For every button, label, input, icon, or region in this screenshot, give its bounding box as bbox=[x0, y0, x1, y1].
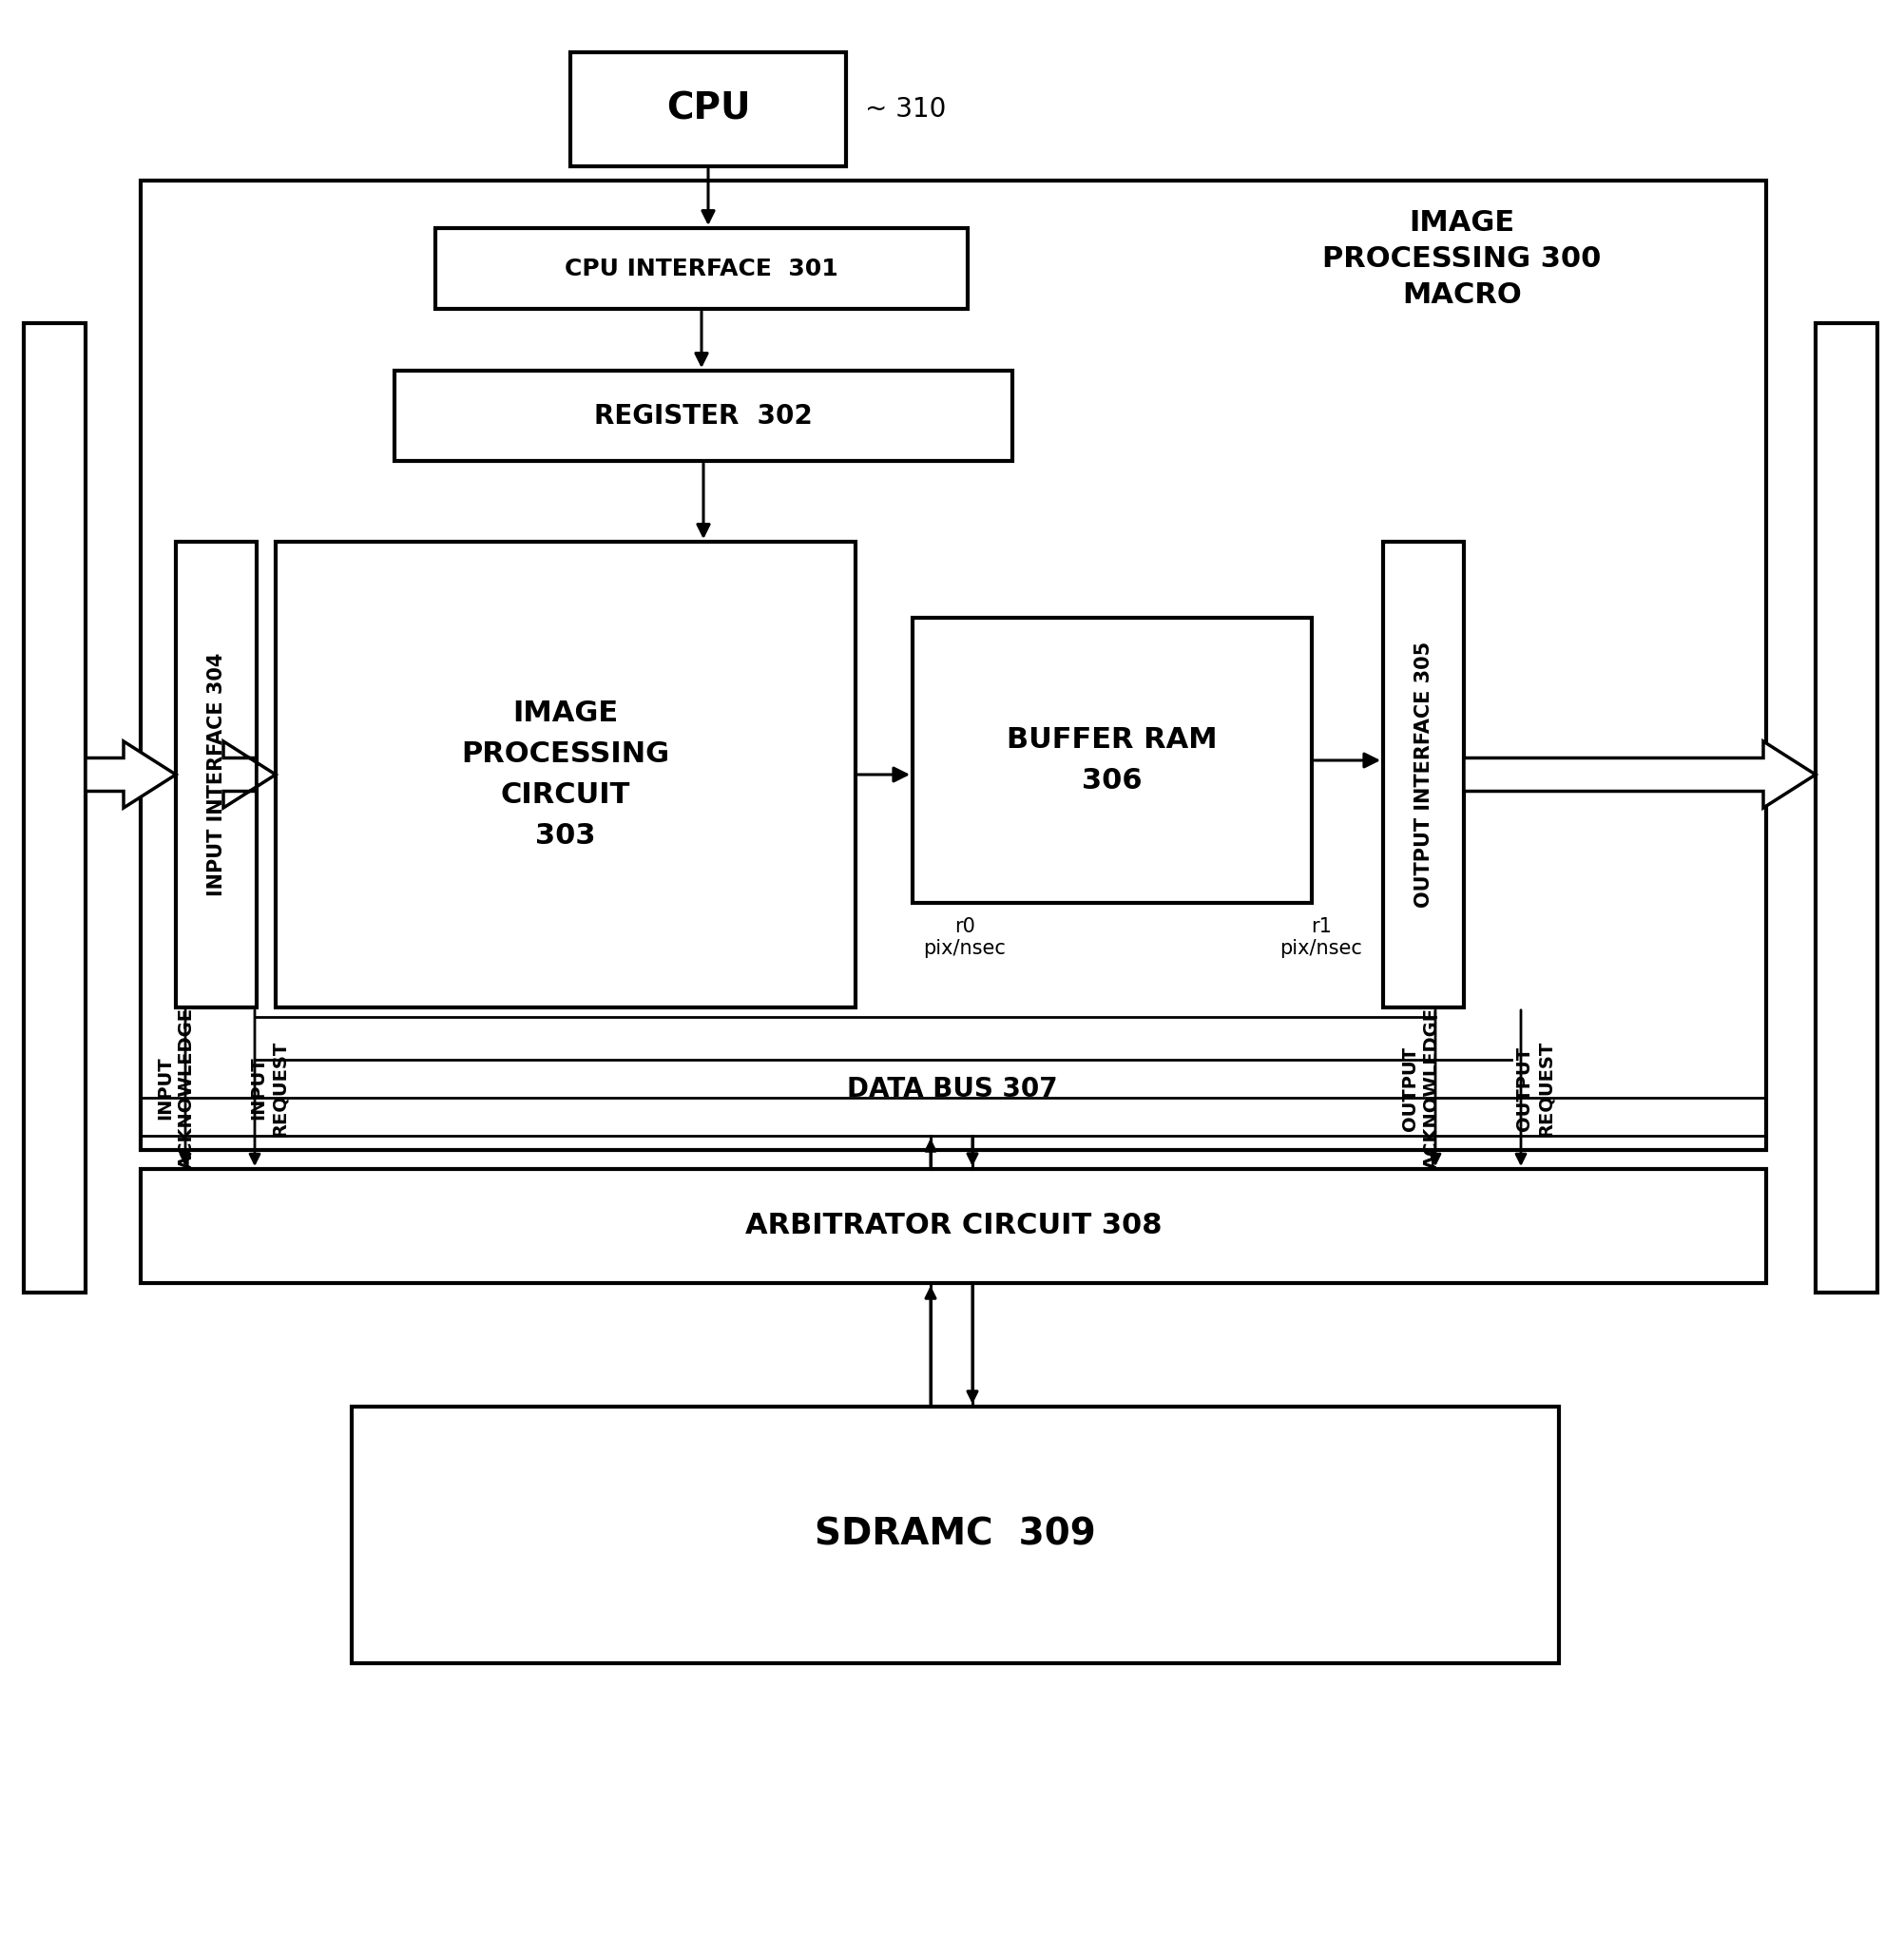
Text: CPU: CPU bbox=[666, 91, 750, 128]
Text: ~ 310: ~ 310 bbox=[864, 97, 946, 122]
Text: OUTPUT INTERFACE 305: OUTPUT INTERFACE 305 bbox=[1415, 641, 1434, 908]
Text: INPUT
REQUEST: INPUT REQUEST bbox=[249, 1040, 289, 1136]
Bar bbox=[912, 618, 1312, 902]
Bar bbox=[394, 370, 1013, 461]
Text: r0
pix/nsec: r0 pix/nsec bbox=[923, 918, 1005, 958]
Text: INPUT INTERFACE 304: INPUT INTERFACE 304 bbox=[208, 652, 227, 896]
Text: OUTPUT
ACKNOWLEDGE: OUTPUT ACKNOWLEDGE bbox=[1401, 1007, 1441, 1169]
Bar bbox=[571, 52, 845, 166]
Text: INPUT
ACKNOWLEDGE: INPUT ACKNOWLEDGE bbox=[156, 1007, 196, 1169]
Text: REGISTER  302: REGISTER 302 bbox=[594, 403, 813, 430]
Bar bbox=[175, 542, 257, 1007]
Bar bbox=[1382, 542, 1464, 1007]
Polygon shape bbox=[86, 741, 175, 807]
Polygon shape bbox=[223, 741, 276, 807]
Bar bbox=[352, 1407, 1559, 1663]
Text: BUFFER RAM
306: BUFFER RAM 306 bbox=[1007, 726, 1217, 794]
Bar bbox=[276, 542, 855, 1007]
Text: ARBITRATOR CIRCUIT 308: ARBITRATOR CIRCUIT 308 bbox=[744, 1212, 1161, 1239]
Text: SDRAMC  309: SDRAMC 309 bbox=[815, 1518, 1097, 1553]
Text: OUTPUT
REQUEST: OUTPUT REQUEST bbox=[1516, 1040, 1556, 1136]
Text: r1
pix/nsec: r1 pix/nsec bbox=[1279, 918, 1363, 958]
Text: CPU INTERFACE  301: CPU INTERFACE 301 bbox=[565, 257, 838, 281]
Text: IMAGE
PROCESSING 300
MACRO: IMAGE PROCESSING 300 MACRO bbox=[1323, 209, 1601, 310]
Bar bbox=[141, 1169, 1767, 1284]
Bar bbox=[23, 323, 86, 1293]
Text: IMAGE
PROCESSING
CIRCUIT
303: IMAGE PROCESSING CIRCUIT 303 bbox=[461, 699, 670, 850]
Bar bbox=[141, 180, 1767, 1150]
Polygon shape bbox=[1464, 741, 1816, 807]
Bar bbox=[1816, 323, 1877, 1293]
Bar bbox=[436, 228, 967, 310]
Text: DATA BUS 307: DATA BUS 307 bbox=[847, 1076, 1057, 1102]
